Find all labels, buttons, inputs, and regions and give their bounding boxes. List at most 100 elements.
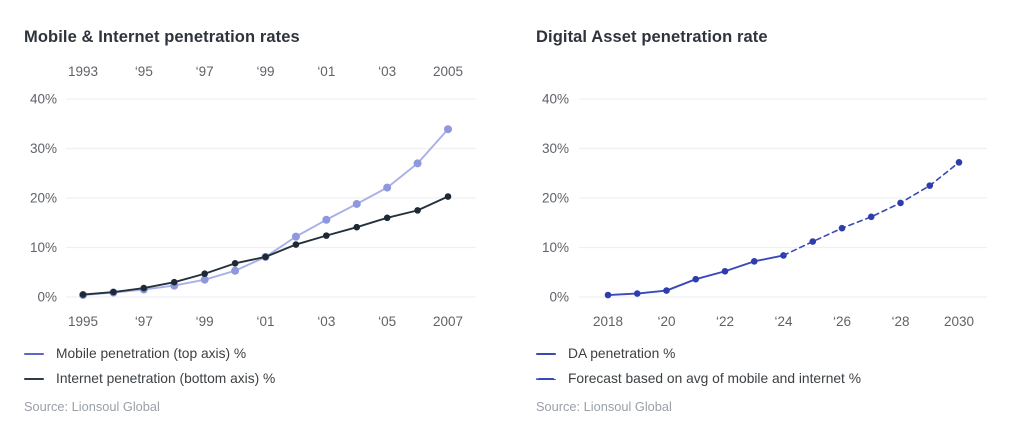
y-tick-label: 10% [542,240,569,255]
chart-digital-asset: Digital Asset penetration rate 0% 10% 20% 3… [512,0,1024,444]
da-series-swatch [536,352,556,355]
y-tick-label: 20% [30,191,57,206]
x-tick-label: 2018 [593,314,623,329]
internet-penetration-bottom-axis-point [414,207,421,214]
mobile-penetration-top-axis-point [231,266,240,275]
internet-series-swatch [24,377,44,380]
legend-digital-asset: DA penetration % Forecast based on avg o… [536,341,861,391]
x-tick-label: ‘99 [196,314,214,329]
chart-mobile-internet: Mobile & Internet penetration rates 0% 10… [24,28,476,414]
x-tick-label: ‘97 [135,314,153,329]
legend-item-da: DA penetration % [536,341,861,366]
mobile-series-swatch [24,352,44,355]
y-tick-label: 40% [542,92,569,107]
x-tick-label: 2007 [433,314,463,329]
x-tick-label: ‘20 [657,314,675,329]
bottom-axis-labels: 1995 ‘97 ‘99 ‘01 ‘03 ‘05 2007 [68,314,463,329]
mobile-penetration-top-axis-line [82,128,449,296]
internet-penetration-bottom-axis-series [79,193,452,298]
x-tick-label: ‘01 [256,314,274,329]
da-penetration-point [692,275,700,283]
x-tick-label: 2005 [433,64,463,79]
forecast-series-label: Forecast based on avg of mobile and inte… [568,371,861,386]
mobile-penetration-top-axis-point [444,125,452,134]
internet-series-label: Internet penetration (bottom axis) % [56,371,276,386]
mobile-penetration-top-axis-point [200,275,209,284]
legend-item-mobile: Mobile penetration (top axis) % [24,341,275,366]
x-tick-label: ‘97 [196,64,214,79]
gridlines [579,98,987,298]
y-tick-label: 30% [30,141,57,156]
internet-penetration-bottom-axis-line [82,195,449,296]
internet-penetration-bottom-axis-point [201,270,208,278]
x-tick-label: ‘26 [833,314,851,329]
digital-asset-plot: 0% 10% 20% 30% 40% 2018 ‘20 ‘22 ‘24 ‘26 ‘28 2030 [542,92,987,329]
x-tick-label: ‘03 [378,64,396,79]
x-tick-label: ‘95 [135,64,153,79]
mobile-penetration-top-axis-point [383,183,392,192]
bottom-axis-labels: 2018 ‘20 ‘22 ‘24 ‘26 ‘28 2030 [593,314,974,329]
forecast-based-on-avg-of-mobile-and-internet-series [782,159,963,257]
y-tick-label: 0% [549,290,569,305]
da-penetration-point [721,267,729,275]
x-tick-label: ‘05 [378,314,396,329]
top-axis-labels: 1993 ‘95 ‘97 ‘99 ‘01 ‘03 2005 [68,64,463,79]
internet-penetration-bottom-axis-point [79,291,87,298]
mobile-series-label: Mobile penetration (top axis) % [56,346,247,361]
da-penetration-point [750,258,758,265]
internet-penetration-bottom-axis-point [444,193,452,200]
internet-penetration-bottom-axis-point [262,253,269,261]
forecast-based-on-avg-of-mobile-and-internet-point [838,224,846,232]
da-penetration-point [604,291,612,299]
chart-title-mobile-internet: Mobile & Internet penetration rates [24,28,300,46]
internet-penetration-bottom-axis-point [353,223,361,231]
forecast-based-on-avg-of-mobile-and-internet-point [897,199,904,207]
internet-penetration-bottom-axis-point [323,232,330,239]
x-tick-label: 2030 [944,314,974,329]
source-note-left: Source: Lionsoul Global [24,399,160,414]
x-tick-label: ‘24 [774,314,793,329]
y-tick-label: 20% [542,191,569,206]
x-tick-label: 1995 [68,314,98,329]
da-series-label: DA penetration % [568,346,676,361]
x-tick-label: ‘01 [317,64,335,79]
y-tick-label: 30% [542,141,569,156]
forecast-series-swatch [536,377,556,380]
y-tick-label: 10% [30,240,57,255]
y-tick-label: 40% [30,92,57,107]
y-axis-labels: 0% 10% 20% 30% 40% [542,92,569,305]
internet-penetration-bottom-axis-point [231,260,239,267]
internet-penetration-bottom-axis-point [110,288,117,296]
mobile-internet-plot: 0%10%20%30%40%1993 ‘95 ‘97 ‘99 ‘01 ‘03 2005199… [30,64,476,329]
internet-penetration-bottom-axis-point [170,278,178,286]
da-penetration-point [663,287,670,294]
source-note-right: Source: Lionsoul Global [536,399,672,414]
chart-title-digital-asset: Digital Asset penetration rate [536,28,768,46]
da-penetration-point [633,290,641,297]
forecast-based-on-avg-of-mobile-and-internet-point [809,238,817,245]
y-tick-label: 0% [37,290,57,305]
da-penetration-series [604,252,787,299]
legend-item-forecast: Forecast based on avg of mobile and inte… [536,366,861,391]
forecast-based-on-avg-of-mobile-and-internet-point [867,213,875,221]
x-tick-label: ‘99 [256,64,274,79]
mobile-penetration-top-axis-point [322,215,331,224]
internet-penetration-bottom-axis-point [140,284,148,292]
mobile-penetration-top-axis-point [291,232,300,241]
x-tick-label: ‘03 [317,314,335,329]
legend-mobile-internet: Mobile penetration (top axis) % Internet… [24,341,275,391]
internet-penetration-bottom-axis-point [292,241,300,248]
x-tick-label: ‘22 [716,314,734,329]
x-tick-label: ‘28 [891,314,909,329]
mobile-penetration-top-axis-point [413,159,422,168]
gridlines [66,98,476,298]
x-tick-label: 1993 [68,64,98,79]
mobile-penetration-top-axis-series [79,125,452,300]
forecast-based-on-avg-of-mobile-and-internet-point [926,182,934,189]
internet-penetration-bottom-axis-point [383,214,391,222]
forecast-based-on-avg-of-mobile-and-internet-point [955,159,963,166]
legend-item-internet: Internet penetration (bottom axis) % [24,366,275,391]
y-axis-labels: 0% 10% 20% 30% 40% [30,92,57,305]
mobile-penetration-top-axis-point [352,199,361,208]
